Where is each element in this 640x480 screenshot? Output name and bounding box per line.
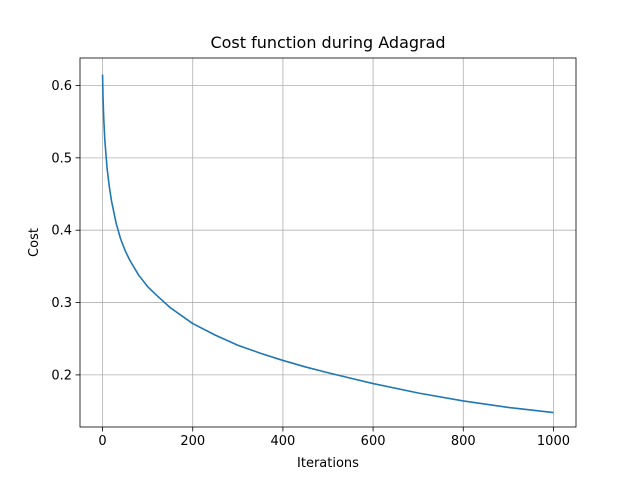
y-tick-label: 0.5 <box>51 151 72 166</box>
y-axis-label: Cost <box>27 228 42 257</box>
y-tick-label: 0.3 <box>51 296 72 311</box>
y-tick-label: 0.6 <box>51 79 72 94</box>
series-layer <box>101 74 554 414</box>
plot-frame <box>79 57 577 428</box>
y-axis: 0.2 0.3 0.4 0.5 0.6 <box>51 79 80 383</box>
chart-title: Cost function during Adagrad <box>210 33 445 52</box>
x-tick-label: 600 <box>361 434 386 449</box>
x-tick-label: 400 <box>270 434 295 449</box>
x-tick-label: 0 <box>98 434 106 449</box>
grid <box>80 58 576 427</box>
x-axis: 0 200 400 600 800 1000 <box>98 427 570 449</box>
y-tick-label: 0.2 <box>51 368 72 383</box>
cost-series-line <box>101 74 554 414</box>
x-tick-label: 800 <box>451 434 476 449</box>
x-axis-label: Iterations <box>297 456 359 471</box>
x-tick-label: 200 <box>180 434 205 449</box>
x-tick-label: 1000 <box>537 434 570 449</box>
y-tick-label: 0.4 <box>51 224 72 239</box>
